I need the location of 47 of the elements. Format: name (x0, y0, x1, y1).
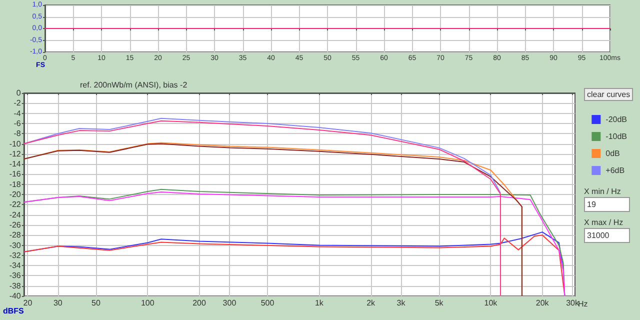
y-tick-label: -40 (9, 292, 22, 300)
x-tick-label: 3k (396, 298, 406, 308)
legend-label: -20dB (606, 115, 628, 124)
text: 19 (584, 197, 630, 212)
x-tick-label: 300 (222, 298, 237, 308)
y-tick-label: -36 (9, 271, 22, 280)
x-tick-label: 100 (140, 298, 155, 308)
y-tick-label: -28 (9, 230, 22, 240)
legend-label: -10dB (606, 132, 628, 141)
y-axis-title: dBFS (2, 306, 25, 316)
y-tick-label: -20 (9, 190, 22, 199)
legend-label: 0dB (606, 149, 620, 158)
x-tick-label: 10k (484, 298, 498, 308)
y-tick-label: -12 (9, 149, 22, 158)
y-tick-label: -26 (9, 220, 22, 230)
x-tick-label: 20 (23, 298, 33, 308)
y-tick-label: 0 (16, 88, 22, 98)
x-tick-label: 20k (536, 298, 550, 308)
y-tick-label: -10 (9, 139, 22, 148)
x-tick-label: 30k (566, 298, 580, 308)
text: clear curves (584, 88, 634, 101)
x-tick-label: 5k (434, 298, 444, 308)
legend-label: +6dB (606, 166, 625, 175)
text: X max / Hz (584, 218, 624, 227)
y-tick-label: -34 (9, 261, 22, 270)
y-tick-label: -16 (9, 170, 22, 179)
x-tick-label: 200 (192, 298, 206, 308)
x-tick-label: 2k (366, 298, 376, 308)
x-tick-label: 1k (314, 298, 324, 308)
x-tick-label: 50 (92, 298, 101, 308)
y-tick-label: -2 (14, 98, 22, 108)
y-tick-label: -8 (14, 129, 22, 138)
y-tick-label: -6 (14, 118, 22, 128)
y-tick-label: -24 (9, 210, 22, 220)
y-tick-label: -30 (9, 240, 22, 250)
text: 31000 (584, 228, 630, 243)
chart-title: ref. 200nWb/m (ANSI), bias -2 (80, 80, 188, 90)
y-tick-label: -18 (9, 180, 22, 189)
y-tick-label: -4 (14, 108, 22, 118)
x-axis-title: Hz (578, 300, 588, 308)
y-tick-label: -32 (9, 250, 22, 260)
y-tick-label: -22 (9, 200, 22, 210)
x-tick-label: 30 (53, 298, 63, 308)
y-tick-label: -38 (9, 281, 22, 290)
x-tick-label: 500 (260, 298, 275, 308)
text: X min / Hz (584, 187, 622, 196)
y-tick-label: -14 (9, 160, 22, 169)
